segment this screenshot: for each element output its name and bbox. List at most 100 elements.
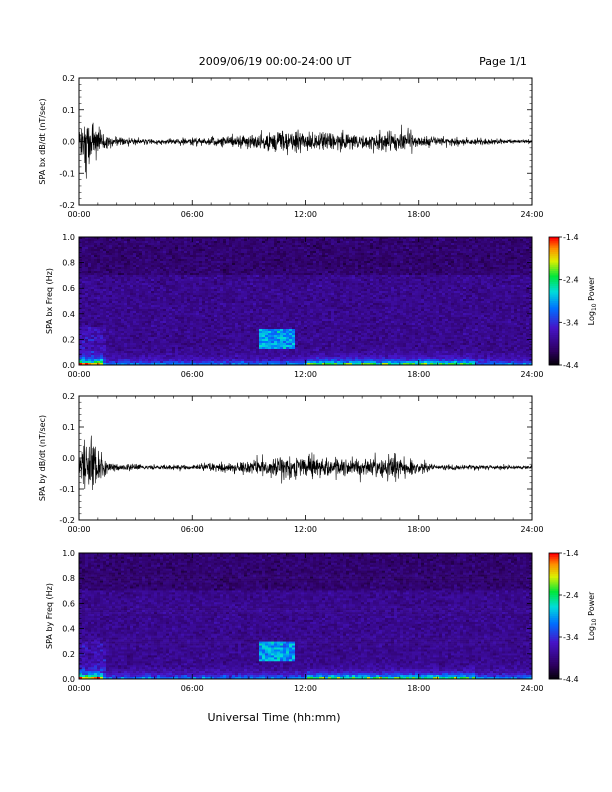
bx-spectrogram-cell [82,347,86,350]
bx-spectrogram-cell [106,339,110,342]
bx-spectrogram-cell [169,289,173,292]
bx-spectrogram-cell [298,303,302,306]
bx-spectrogram-cell [202,301,206,304]
bx-spectrogram-cell [307,241,311,244]
bx-spectrogram-cell [172,325,176,328]
bx-spectrogram-cell [199,261,203,264]
bx-spectrogram-cell [244,363,248,366]
bx-spectrogram-cell [133,341,137,344]
bx-spectrogram-cell [97,323,101,326]
bx-spectrogram-cell [223,295,227,298]
bx-spectrogram-cell [229,325,233,328]
bx-spectrogram-cell [187,327,191,330]
bx-spectrogram-cell [235,357,239,360]
bx-spectrogram-cell [175,307,179,310]
bx-spectrogram-cell [238,299,242,302]
bx-spectrogram-cell [94,345,98,348]
bx-spectrogram-cell [139,237,143,240]
bx-spectrogram-cell [163,261,167,264]
bx-spectrogram-cell [85,355,89,358]
bx-spectrogram-cell [91,301,95,304]
bx-spectrogram-cell [202,355,206,358]
bx-spectrogram-cell [178,355,182,358]
bx-spectrogram-cell [232,321,236,324]
bx-spectrogram-cell [295,249,299,252]
bx-spectrogram-cell [169,319,173,322]
bx-spectrogram-cell [103,339,107,342]
bx-spectrogram-cell [181,363,185,366]
bx-spectrogram-cell [253,363,257,366]
bx-spectrogram-cell [151,259,155,262]
bx-spectrogram-cell [139,239,143,242]
bx-spectrogram-cell [184,305,188,308]
bx-spectrogram-cell [163,307,167,310]
bx-spectrogram-cell [232,331,236,334]
bx-spectrogram-cell [304,321,308,324]
bx-spectrogram-cell [124,337,128,340]
bx-spectrogram-cell [214,301,218,304]
bx-spectrogram-cell [250,293,254,296]
bx-spectrogram-cell [187,255,191,258]
bx-spectrogram-cell [271,289,275,292]
bx-spectrogram-cell [136,361,140,364]
bx-spectrogram-cell [154,287,158,290]
bx-spectrogram-cell [289,323,293,326]
bx-spectrogram-cell [277,237,281,240]
bx-spectrogram-cell [115,325,119,328]
bx-spectrogram-cell [142,285,146,288]
bx-spectrogram-cell [295,305,299,308]
bx-spectrogram-cell [220,265,224,268]
bx-spectrogram-cell [79,275,83,278]
bx-spectrogram-cell [274,243,278,246]
bx-spectrogram-cell [94,251,98,254]
bx-spectrogram-cell [130,333,134,336]
bx-spectrogram-cell [82,291,86,294]
bx-spectrogram-cell [85,345,89,348]
bx-spectrogram-cell [229,239,233,242]
bx-spectrogram-cell [256,353,260,356]
bx-spectrogram-cell [193,307,197,310]
bx-spectrogram-cell [97,359,101,362]
bx-spectrogram-cell [154,311,158,314]
bx-spectrogram-cell [271,261,275,264]
bx-spectrogram-cell [214,355,218,358]
bx-spectrogram-cell [109,319,113,322]
bx-spectrogram-cell [118,237,122,240]
bx-spectrogram-cell [79,353,83,356]
bx-spectrogram-cell [223,243,227,246]
bx-spectrogram-cell [268,305,272,308]
bx-spectrogram-cell [286,349,290,352]
bx-spectrogram-cell [196,333,200,336]
bx-spectrogram-cell [295,351,299,354]
bx-spectrogram-cell [259,297,263,300]
bx-spectrogram-cell [148,347,152,350]
bx-spectrogram-cell [235,345,239,348]
bx-spectrogram-cell [184,237,188,240]
bx-spectrogram-cell [193,361,197,364]
bx-spectrogram-cell [157,311,161,314]
bx-spectrogram-cell [217,327,221,330]
bx-spectrogram-cell [178,305,182,308]
bx-spectrogram-cell [214,305,218,308]
bx-spectrogram-cell [211,245,215,248]
bx-spectrogram-cell [100,343,104,346]
bx-spectrogram-cell [79,255,83,258]
bx-spectrogram-cell [235,283,239,286]
bx-spectrogram-cell [241,309,245,312]
bx-spectrogram-cell [148,315,152,318]
bx-spectrogram-cell [109,317,113,320]
bx-spectrogram-cell [172,299,176,302]
bx-spectrogram-cell [100,263,104,266]
bx-spectrogram-cell [166,327,170,330]
bx-spectrogram-cell [130,291,134,294]
bx-spectrogram-cell [94,295,98,298]
bx-spectrogram-cell [163,349,167,352]
bx-spectrogram-cell [214,277,218,280]
bx-spectrogram-cell [265,237,269,240]
bx-spectrogram-cell [178,267,182,270]
bx-spectrogram-cell [301,343,305,346]
bx-spectrogram-cell [97,273,101,276]
bx-spectrogram-cell [295,315,299,318]
bx-spectrogram-cell [241,245,245,248]
bx-spectrogram-cell [250,283,254,286]
